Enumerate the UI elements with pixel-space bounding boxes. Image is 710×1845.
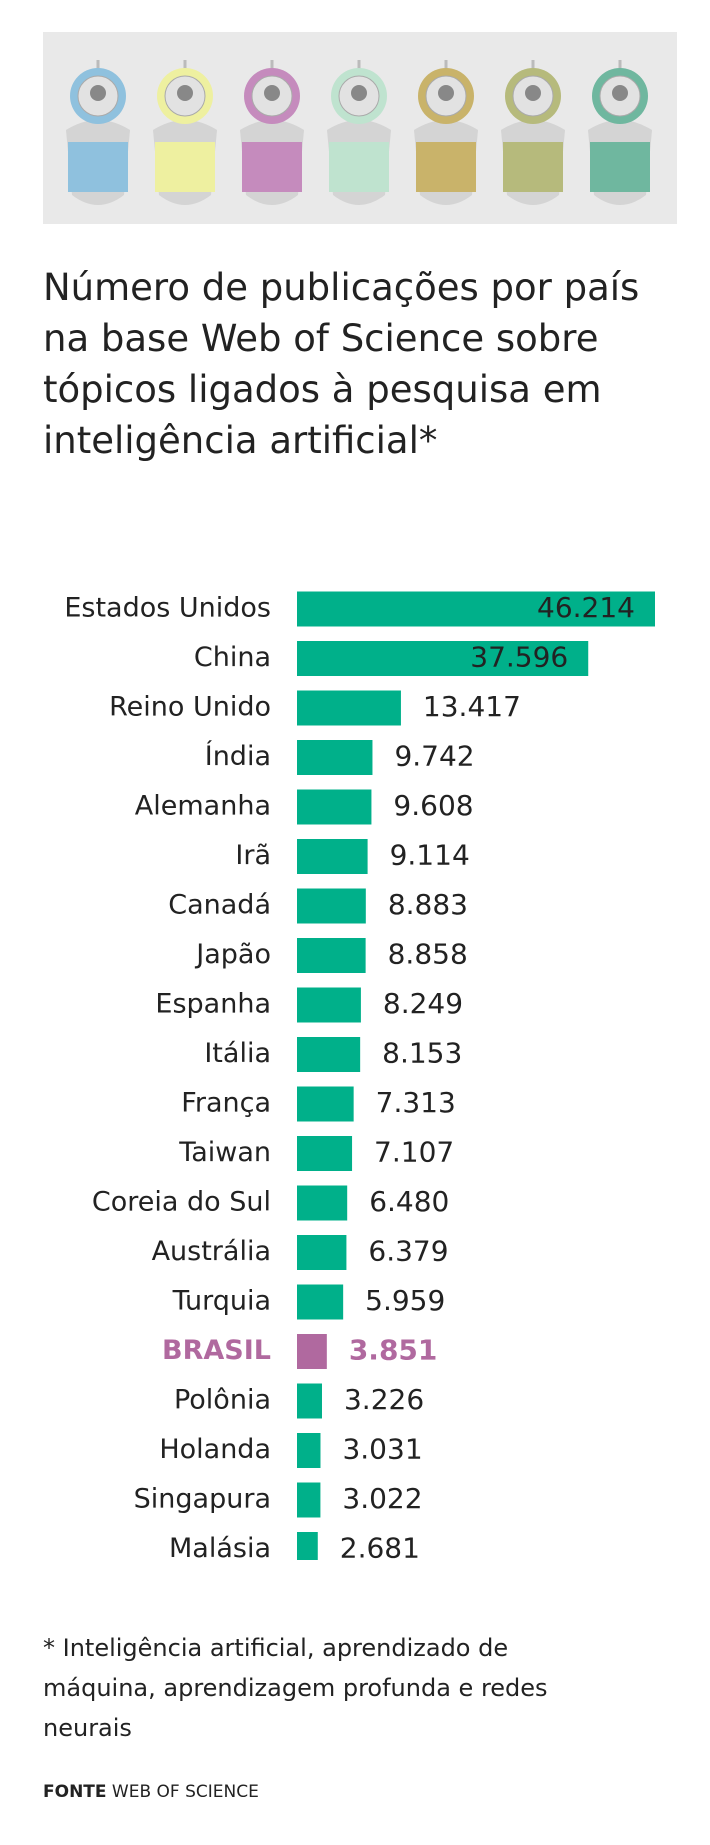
bar	[297, 1532, 318, 1560]
robot-board	[329, 142, 389, 192]
value-label: 3.226	[344, 1383, 424, 1416]
value-label: 5.959	[365, 1284, 445, 1317]
bar	[297, 888, 366, 924]
robot-eye	[264, 85, 280, 101]
robot-board	[416, 142, 476, 192]
category-label: Holanda	[159, 1434, 271, 1465]
value-label: 7.313	[376, 1086, 456, 1119]
bar	[297, 1086, 354, 1122]
source-text: WEB OF SCIENCE	[111, 1782, 259, 1802]
bar	[297, 1334, 327, 1369]
bar	[297, 641, 589, 676]
bar	[297, 1037, 361, 1072]
category-label: Taiwan	[178, 1137, 271, 1168]
value-label: 9.742	[394, 740, 474, 773]
category-label: França	[181, 1088, 271, 1119]
chart: Estados Unidos 46.214 China 37.596 Reino Uni…	[64, 591, 655, 1561]
value-label: 13.417	[423, 690, 521, 723]
source-label: FONTE	[43, 1782, 107, 1802]
category-label: Canadá	[168, 890, 271, 921]
robot-board	[155, 142, 215, 192]
category-label: Estados Unidos	[64, 593, 271, 624]
robot-eye	[525, 85, 541, 101]
category-label: BRASIL	[162, 1335, 271, 1366]
category-label: Alemanha	[135, 791, 271, 822]
value-label: 8.249	[383, 987, 463, 1020]
bar	[297, 1383, 322, 1419]
chart-title: Número de publicações por país na base W…	[43, 266, 640, 462]
category-label: Itália	[204, 1038, 271, 1069]
category-label: Reino Unido	[109, 692, 271, 723]
value-label: 8.883	[388, 888, 468, 921]
robot-board	[503, 142, 563, 192]
source: FONTE WEB OF SCIENCE	[43, 1782, 259, 1802]
robot-eye	[90, 85, 106, 101]
bar	[297, 1284, 344, 1320]
value-label: 9.608	[393, 789, 473, 822]
value-label: 6.480	[369, 1185, 449, 1218]
robot-eye	[612, 85, 628, 101]
robot-board	[68, 142, 128, 192]
category-label: Turquia	[172, 1286, 271, 1317]
bar	[297, 690, 401, 726]
bar	[297, 1185, 348, 1221]
robot-board	[242, 142, 302, 192]
bar	[297, 1136, 353, 1171]
category-label: Irã	[235, 840, 271, 871]
bar	[297, 1235, 347, 1270]
value-label: 8.858	[388, 938, 468, 971]
category-label: China	[194, 642, 271, 673]
category-label: Polônia	[174, 1385, 271, 1416]
value-label: 8.153	[382, 1037, 462, 1070]
robot-eye	[438, 85, 454, 101]
value-label: 6.379	[368, 1235, 448, 1268]
bar	[297, 740, 373, 775]
category-label: Espanha	[155, 989, 271, 1020]
value-label: 3.022	[342, 1482, 422, 1515]
bar	[297, 591, 655, 627]
value-label: 3.031	[342, 1433, 422, 1466]
illustration	[43, 32, 677, 224]
robot-board	[590, 142, 650, 192]
value-label: 7.107	[374, 1136, 454, 1169]
category-label: Singapura	[134, 1484, 271, 1515]
bar	[297, 789, 372, 825]
bar	[297, 1433, 321, 1468]
bar	[297, 839, 368, 874]
value-label: 37.596	[470, 641, 568, 674]
value-label: 2.681	[340, 1532, 420, 1561]
footnote: * Inteligência artificial, aprendizado d…	[43, 1634, 548, 1742]
bar	[297, 987, 361, 1023]
category-label: Índia	[205, 740, 271, 772]
robot-eye	[177, 85, 193, 101]
value-label: 46.214	[537, 591, 635, 624]
value-label: 9.114	[390, 839, 470, 872]
bar	[297, 938, 366, 973]
category-label: Japão	[194, 939, 271, 970]
category-label: Austrália	[152, 1236, 271, 1267]
robot-eye	[351, 85, 367, 101]
bar	[297, 1482, 321, 1518]
value-label: 3.851	[349, 1334, 438, 1367]
category-label: Malásia	[169, 1533, 271, 1560]
category-label: Coreia do Sul	[92, 1187, 271, 1218]
